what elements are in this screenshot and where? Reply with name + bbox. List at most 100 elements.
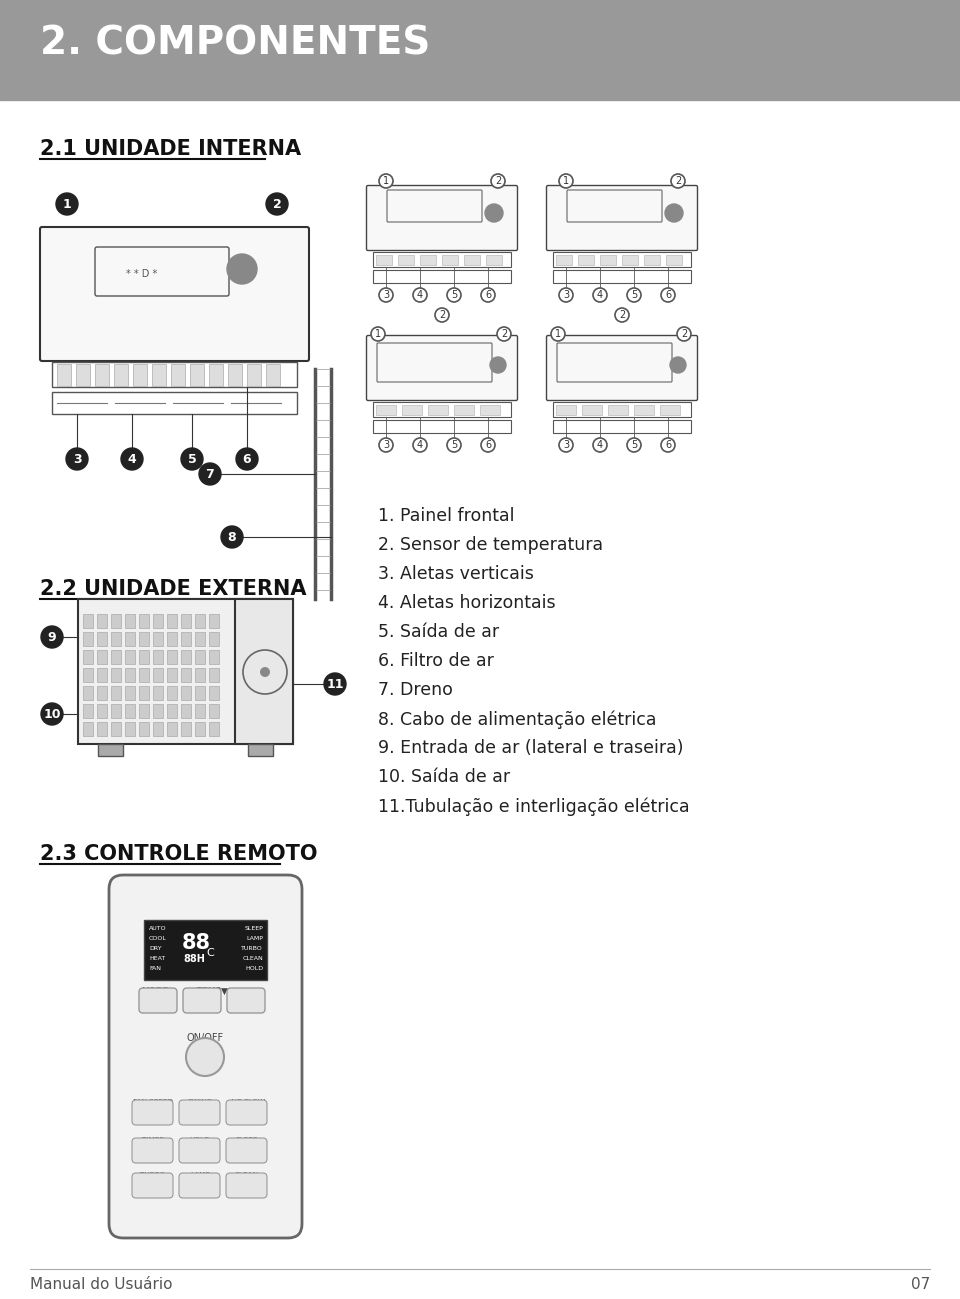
Text: 3: 3: [563, 290, 569, 300]
Text: COOL: COOL: [149, 937, 167, 940]
FancyBboxPatch shape: [227, 989, 265, 1013]
FancyBboxPatch shape: [153, 633, 163, 646]
FancyBboxPatch shape: [486, 255, 502, 265]
Text: 8: 8: [228, 530, 236, 543]
FancyBboxPatch shape: [111, 614, 121, 627]
FancyBboxPatch shape: [195, 722, 205, 737]
Text: 8. Cabo de alimentação elétrica: 8. Cabo de alimentação elétrica: [378, 711, 657, 729]
FancyBboxPatch shape: [97, 722, 107, 737]
FancyBboxPatch shape: [167, 614, 177, 627]
FancyBboxPatch shape: [76, 364, 90, 386]
FancyBboxPatch shape: [97, 614, 107, 627]
Text: 7: 7: [205, 468, 214, 481]
Text: 9: 9: [48, 630, 57, 643]
FancyBboxPatch shape: [402, 405, 422, 414]
FancyBboxPatch shape: [556, 405, 576, 414]
Text: 6: 6: [665, 290, 671, 300]
Circle shape: [371, 327, 385, 342]
FancyBboxPatch shape: [454, 405, 474, 414]
FancyBboxPatch shape: [247, 364, 261, 386]
FancyBboxPatch shape: [139, 668, 149, 682]
Text: 88H: 88H: [183, 953, 204, 964]
Text: FAN SPEED: FAN SPEED: [132, 1099, 173, 1105]
Circle shape: [447, 288, 461, 301]
FancyBboxPatch shape: [226, 1138, 267, 1163]
FancyBboxPatch shape: [125, 722, 135, 737]
Text: 3: 3: [383, 440, 389, 449]
Text: 5: 5: [451, 290, 457, 300]
Text: HOLD: HOLD: [190, 1137, 210, 1143]
FancyBboxPatch shape: [153, 668, 163, 682]
Text: 5. Saída de ar: 5. Saída de ar: [378, 624, 499, 640]
Circle shape: [671, 174, 685, 188]
FancyBboxPatch shape: [97, 650, 107, 664]
FancyBboxPatch shape: [132, 1173, 173, 1198]
Text: 2: 2: [439, 310, 445, 320]
FancyBboxPatch shape: [98, 744, 123, 756]
FancyBboxPatch shape: [132, 1138, 173, 1163]
FancyBboxPatch shape: [442, 255, 458, 265]
FancyBboxPatch shape: [0, 0, 960, 100]
Text: 3: 3: [73, 452, 82, 465]
Text: 3. Aletas verticais: 3. Aletas verticais: [378, 565, 534, 583]
Text: 5: 5: [631, 290, 637, 300]
Text: 3: 3: [563, 440, 569, 449]
Circle shape: [485, 204, 503, 222]
FancyBboxPatch shape: [209, 614, 219, 627]
Text: 10. Saída de ar: 10. Saída de ar: [378, 768, 510, 786]
FancyBboxPatch shape: [266, 364, 280, 386]
FancyBboxPatch shape: [181, 704, 191, 718]
Text: ON/OFF: ON/OFF: [186, 1033, 224, 1043]
Text: 5: 5: [451, 440, 457, 449]
FancyBboxPatch shape: [167, 668, 177, 682]
FancyBboxPatch shape: [153, 704, 163, 718]
Circle shape: [41, 703, 63, 725]
FancyBboxPatch shape: [181, 614, 191, 627]
FancyBboxPatch shape: [167, 633, 177, 646]
FancyBboxPatch shape: [139, 650, 149, 664]
FancyBboxPatch shape: [97, 668, 107, 682]
FancyBboxPatch shape: [153, 686, 163, 700]
FancyBboxPatch shape: [235, 599, 293, 744]
Circle shape: [199, 462, 221, 485]
FancyBboxPatch shape: [125, 668, 135, 682]
FancyBboxPatch shape: [83, 650, 93, 664]
Text: 2. Sensor de temperatura: 2. Sensor de temperatura: [378, 536, 603, 553]
Text: 6: 6: [485, 440, 492, 449]
FancyBboxPatch shape: [57, 364, 71, 386]
FancyBboxPatch shape: [634, 405, 654, 414]
FancyBboxPatch shape: [125, 704, 135, 718]
FancyBboxPatch shape: [556, 255, 572, 265]
Circle shape: [41, 626, 63, 648]
FancyBboxPatch shape: [546, 335, 698, 400]
FancyBboxPatch shape: [78, 599, 293, 744]
Text: 1. Painel frontal: 1. Painel frontal: [378, 507, 515, 525]
FancyBboxPatch shape: [97, 686, 107, 700]
FancyBboxPatch shape: [83, 633, 93, 646]
FancyBboxPatch shape: [144, 920, 267, 979]
Text: 3: 3: [383, 290, 389, 300]
Circle shape: [627, 288, 641, 301]
Text: 4: 4: [597, 440, 603, 449]
FancyBboxPatch shape: [40, 227, 309, 361]
Circle shape: [56, 194, 78, 216]
Text: 4: 4: [128, 452, 136, 465]
FancyBboxPatch shape: [195, 633, 205, 646]
FancyBboxPatch shape: [195, 704, 205, 718]
Circle shape: [661, 288, 675, 301]
FancyBboxPatch shape: [420, 255, 436, 265]
FancyBboxPatch shape: [248, 744, 273, 756]
FancyBboxPatch shape: [209, 650, 219, 664]
FancyBboxPatch shape: [152, 364, 166, 386]
FancyBboxPatch shape: [97, 704, 107, 718]
Circle shape: [559, 174, 573, 188]
FancyBboxPatch shape: [181, 668, 191, 682]
Circle shape: [551, 327, 565, 342]
Circle shape: [481, 438, 495, 452]
FancyBboxPatch shape: [228, 364, 242, 386]
Text: SLEEP: SLEEP: [244, 926, 263, 931]
FancyBboxPatch shape: [111, 686, 121, 700]
Text: 1: 1: [555, 329, 561, 339]
FancyBboxPatch shape: [428, 405, 448, 414]
FancyBboxPatch shape: [167, 686, 177, 700]
